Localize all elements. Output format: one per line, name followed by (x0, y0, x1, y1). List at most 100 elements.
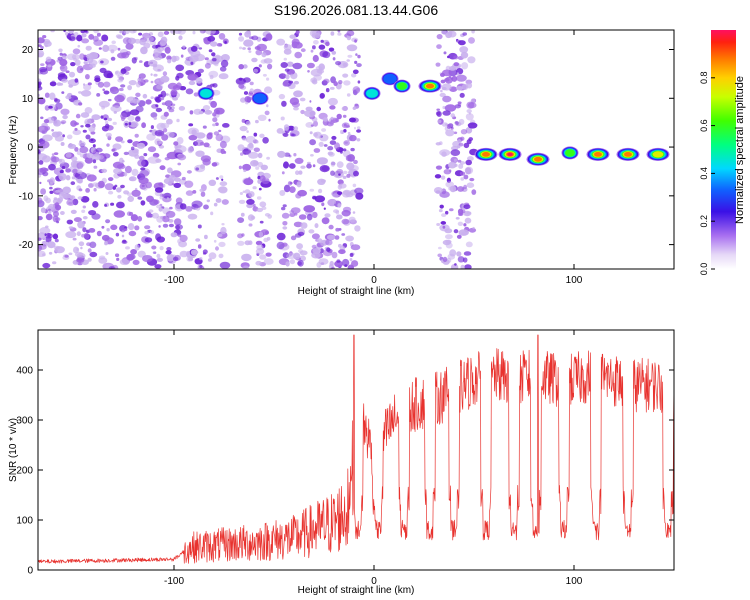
noise-speckle (123, 171, 128, 177)
noise-speckle (86, 53, 93, 59)
noise-speckle (210, 211, 214, 216)
noise-speckle (138, 73, 146, 79)
noise-speckle (346, 125, 350, 128)
noise-speckle (65, 31, 69, 36)
noise-speckle (278, 73, 287, 79)
noise-speckle (172, 85, 181, 91)
noise-speckle (435, 165, 443, 170)
noise-speckle (153, 116, 157, 120)
noise-speckle (218, 33, 226, 40)
noise-speckle (115, 232, 120, 237)
noise-speckle (258, 187, 262, 191)
noise-speckle (343, 123, 347, 127)
noise-speckle (152, 251, 157, 255)
noise-speckle (123, 190, 130, 195)
noise-speckle (74, 78, 79, 83)
noise-speckle (266, 156, 270, 160)
noise-speckle (51, 153, 55, 156)
noise-speckle (130, 249, 138, 255)
noise-speckle (245, 135, 256, 144)
noise-speckle (153, 54, 163, 61)
noise-speckle (185, 88, 194, 95)
noise-speckle (249, 88, 254, 94)
noise-speckle (306, 163, 312, 169)
noise-speckle (295, 170, 300, 175)
noise-speckle (209, 74, 214, 80)
noise-speckle (59, 169, 64, 174)
noise-speckle (335, 227, 340, 232)
noise-speckle (238, 199, 246, 204)
noise-speckle (40, 188, 46, 195)
noise-speckle (261, 206, 267, 210)
noise-speckle (173, 141, 179, 146)
noise-speckle (289, 259, 295, 265)
noise-speckle (282, 226, 288, 230)
noise-speckle (336, 214, 343, 220)
noise-speckle (460, 136, 465, 141)
noise-speckle (50, 30, 55, 33)
noise-speckle (445, 234, 453, 240)
noise-speckle (87, 82, 92, 86)
noise-speckle (126, 254, 135, 261)
noise-speckle (113, 210, 126, 218)
noise-speckle (81, 38, 90, 44)
noise-speckle (77, 44, 81, 48)
noise-speckle (84, 157, 93, 164)
noise-speckle (312, 54, 319, 63)
noise-speckle (199, 264, 203, 269)
noise-speckle (93, 187, 97, 192)
noise-speckle (295, 30, 300, 35)
noise-speckle (120, 184, 125, 189)
noise-speckle (151, 245, 157, 250)
noise-speckle (127, 223, 135, 231)
noise-speckle (155, 233, 162, 241)
noise-speckle (134, 133, 139, 138)
snr-plot-area (38, 334, 674, 564)
noise-speckle (464, 166, 474, 175)
noise-speckle (349, 134, 357, 142)
noise-speckle (450, 263, 459, 269)
noise-speckle (283, 161, 289, 169)
noise-speckle (350, 147, 355, 152)
noise-speckle (463, 184, 468, 190)
spectral-feature (646, 147, 670, 161)
noise-speckle (320, 39, 324, 43)
noise-speckle (335, 118, 340, 123)
noise-speckle (113, 168, 122, 175)
noise-speckle (76, 162, 84, 170)
noise-speckle (126, 96, 136, 103)
noise-speckle (120, 84, 126, 88)
noise-speckle (123, 151, 129, 156)
noise-speckle (52, 233, 59, 240)
noise-speckle (46, 233, 52, 237)
noise-speckle (433, 187, 443, 194)
noise-speckle (289, 186, 296, 194)
noise-speckle (312, 246, 321, 255)
noise-speckle (239, 192, 243, 195)
noise-speckle (199, 141, 205, 146)
noise-speckle (197, 244, 202, 249)
noise-speckle (104, 183, 114, 191)
noise-speckle (153, 73, 158, 77)
noise-speckle (457, 256, 465, 263)
noise-speckle (215, 177, 219, 180)
noise-speckle (154, 138, 162, 146)
noise-speckle (338, 249, 346, 255)
noise-speckle (310, 124, 314, 127)
noise-speckle (54, 98, 61, 103)
noise-speckle (242, 148, 252, 155)
noise-speckle (187, 213, 198, 220)
noise-speckle (54, 238, 59, 243)
noise-speckle (97, 155, 104, 160)
noise-speckle (314, 223, 319, 229)
noise-speckle (161, 102, 167, 106)
noise-speckle (103, 81, 111, 88)
noise-speckle (323, 144, 328, 147)
noise-speckle (293, 126, 299, 131)
noise-speckle (38, 250, 46, 257)
noise-speckle (276, 38, 286, 46)
noise-speckle (59, 82, 64, 86)
noise-speckle (248, 191, 255, 198)
noise-speckle (88, 34, 95, 40)
noise-speckle (156, 257, 163, 262)
